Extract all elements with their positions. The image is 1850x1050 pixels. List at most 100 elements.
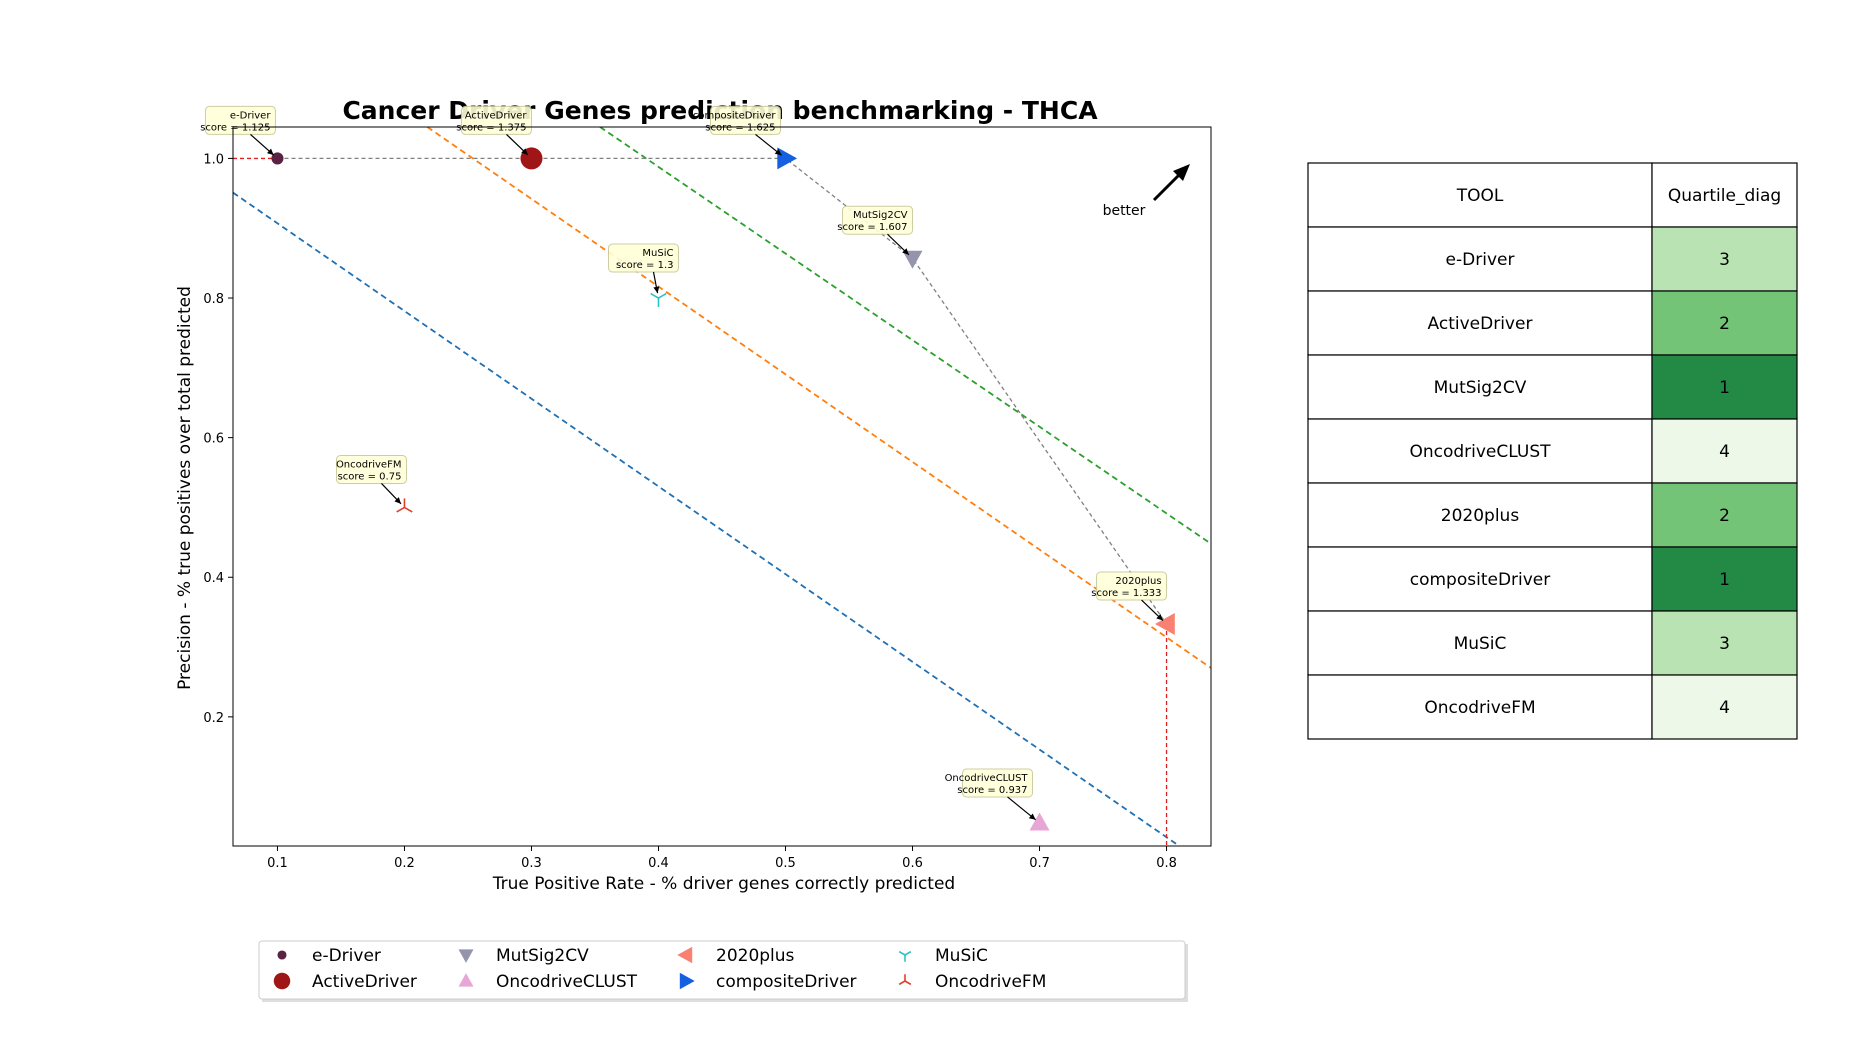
x-tick-label-2: 0.3 [521, 856, 542, 871]
legend: e-Driver ActiveDriver MutSig2CV OncodriveCL… [258, 940, 1188, 1002]
legend-marker-6-stroke [898, 950, 906, 956]
legend-marker-0 [277, 950, 287, 960]
table-header-cell-quartile [1651, 162, 1798, 228]
x-axis-label: True Positive Rate - % driver genes corr… [492, 874, 955, 894]
quartile-line-3 [599, 127, 1211, 545]
table-row-tool-7: OncodriveFM [1424, 698, 1535, 718]
table-row-quartile-4: 2 [1719, 506, 1730, 526]
legend-marker-4 [677, 946, 693, 964]
legend-marker-6-stroke [904, 950, 912, 956]
annotation-score-6: score = 1.3 [616, 260, 674, 271]
legend-label-1: ActiveDriver [312, 972, 417, 992]
y-tick-label-3: 0.8 [203, 292, 224, 307]
legend-marker-2 [458, 949, 474, 963]
data-point-7-stroke [404, 506, 413, 513]
legend-label-4: 2020plus [716, 946, 795, 966]
annotation-name-2: MutSig2CV [853, 210, 908, 221]
annotation-arrowhead-5 [774, 148, 782, 156]
legend-box [258, 940, 1186, 1000]
table-row-quartile-5: 1 [1719, 570, 1730, 590]
legend-label-2: MutSig2CV [496, 946, 589, 966]
annotation-score-1: score = 1.375 [456, 122, 526, 133]
annotation-score-3: score = 0.937 [957, 785, 1027, 796]
data-point-0 [271, 152, 284, 165]
annotation-score-2: score = 1.607 [837, 222, 907, 233]
annotation-score-0: score = 1.125 [200, 122, 270, 133]
plot-inner [233, 127, 1211, 846]
table-row-tool-1: ActiveDriver [1428, 314, 1533, 334]
table-row-quartile-cell-4 [1651, 482, 1798, 548]
x-tick-label-4: 0.5 [775, 856, 796, 871]
annotation-box-2 [842, 205, 914, 235]
legend-marker-7-stroke [904, 980, 912, 986]
annotation-arrowhead-3 [1028, 813, 1036, 820]
data-point-7-stroke [396, 506, 405, 513]
better-arrowhead [1173, 164, 1190, 181]
annotation-score-4: score = 1.333 [1091, 588, 1161, 599]
table-row-quartile-7: 4 [1719, 698, 1730, 718]
table-row-tool-2: MutSig2CV [1434, 378, 1527, 398]
legend-label-5: compositeDriver [716, 972, 857, 992]
annotation-arrowhead-1 [521, 148, 528, 155]
better-indicator: better [1103, 164, 1190, 219]
table-row-tool-0: e-Driver [1446, 250, 1515, 270]
x-tick-label-3: 0.4 [648, 856, 669, 871]
y-axis-label: Precision - % true positives over total … [175, 286, 195, 690]
annotation-name-0: e-Driver [230, 110, 271, 121]
annotation-name-3: OncodriveCLUST [945, 773, 1029, 784]
legend-marker-3 [458, 973, 474, 987]
table-header-quartile: Quartile_diag [1668, 186, 1781, 206]
quartile-line-1 [233, 191, 1180, 846]
table-row-quartile-2: 1 [1719, 378, 1730, 398]
annotation-box-7 [335, 454, 407, 484]
table-row-quartile-cell-3 [1651, 418, 1798, 484]
table-header-tool: TOOL [1456, 186, 1504, 206]
table-row-tool-cell-3 [1307, 418, 1653, 484]
data-point-2 [902, 250, 923, 269]
annotation-name-6: MuSiC [642, 248, 673, 259]
better-label: better [1103, 203, 1146, 219]
data-point-7 [396, 498, 413, 513]
table-row-quartile-6: 3 [1719, 634, 1730, 654]
annotation-arrowhead-4 [1156, 613, 1163, 621]
table-row-quartile-cell-5 [1651, 546, 1798, 612]
y-tick-label-1: 0.4 [203, 571, 224, 586]
table-row-tool-3: OncodriveCLUST [1409, 442, 1551, 462]
table-row-quartile-cell-2 [1651, 354, 1798, 420]
x-tick-label-7: 0.8 [1156, 856, 1177, 871]
table-row-quartile-3: 4 [1719, 442, 1730, 462]
legend-marker-7 [898, 974, 912, 986]
data-point-3 [1029, 812, 1050, 831]
table-row-tool-4: 2020plus [1441, 506, 1520, 526]
table-row-tool-cell-0 [1307, 226, 1653, 292]
annotation-arrowhead-2 [902, 248, 909, 255]
annotation-name-1: ActiveDriver [465, 110, 528, 121]
legend-marker-5 [679, 972, 695, 990]
x-tick-label-5: 0.6 [902, 856, 923, 871]
annotation-box-4 [1096, 571, 1168, 601]
annotation-arrowhead-7 [394, 497, 402, 504]
legend-label-7: OncodriveFM [935, 972, 1046, 992]
annotation-arrowhead-6 [653, 286, 660, 294]
legend-marker-1 [273, 972, 291, 990]
table-row-tool-5: compositeDriver [1410, 570, 1551, 590]
annotation-box-6 [607, 243, 679, 273]
annotation-name-7: OncodriveFM [336, 459, 402, 470]
plot-frame [232, 126, 1212, 847]
data-point-5 [777, 147, 798, 170]
table-row-tool-cell-4 [1307, 482, 1653, 548]
x-tick-label-6: 0.7 [1029, 856, 1050, 871]
table-row-quartile-cell-0 [1651, 226, 1798, 292]
annotation-name-5: compositeDriver [693, 110, 777, 121]
better-arrow [1152, 172, 1182, 202]
pareto-front-line [277, 157, 1168, 625]
legend-marker-7-stroke [898, 980, 906, 986]
